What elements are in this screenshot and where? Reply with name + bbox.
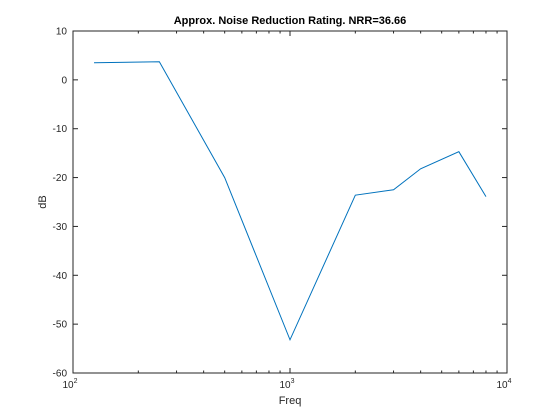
series-line [94,61,487,342]
data-layer [94,61,487,342]
x-tick-label: 102 [62,378,77,391]
y-tick-label: -50 [53,320,68,331]
x-tick-label: 103 [279,378,294,391]
x-axis-label: Freq [279,395,302,407]
y-tick-label: -40 [53,271,68,282]
y-tick-label: 10 [56,27,68,38]
y-axis-label: dB [37,195,49,208]
y-tick-label: -10 [53,124,68,135]
chart-title: Approx. Noise Reduction Rating. NRR=36.6… [174,15,407,27]
plot-area [73,31,507,373]
y-tick-label: -60 [53,369,68,380]
y-tick-label: -30 [53,222,68,233]
y-tick-label: -20 [53,173,68,184]
x-tick-label: 104 [496,378,511,391]
y-tick-label: 0 [61,75,67,86]
